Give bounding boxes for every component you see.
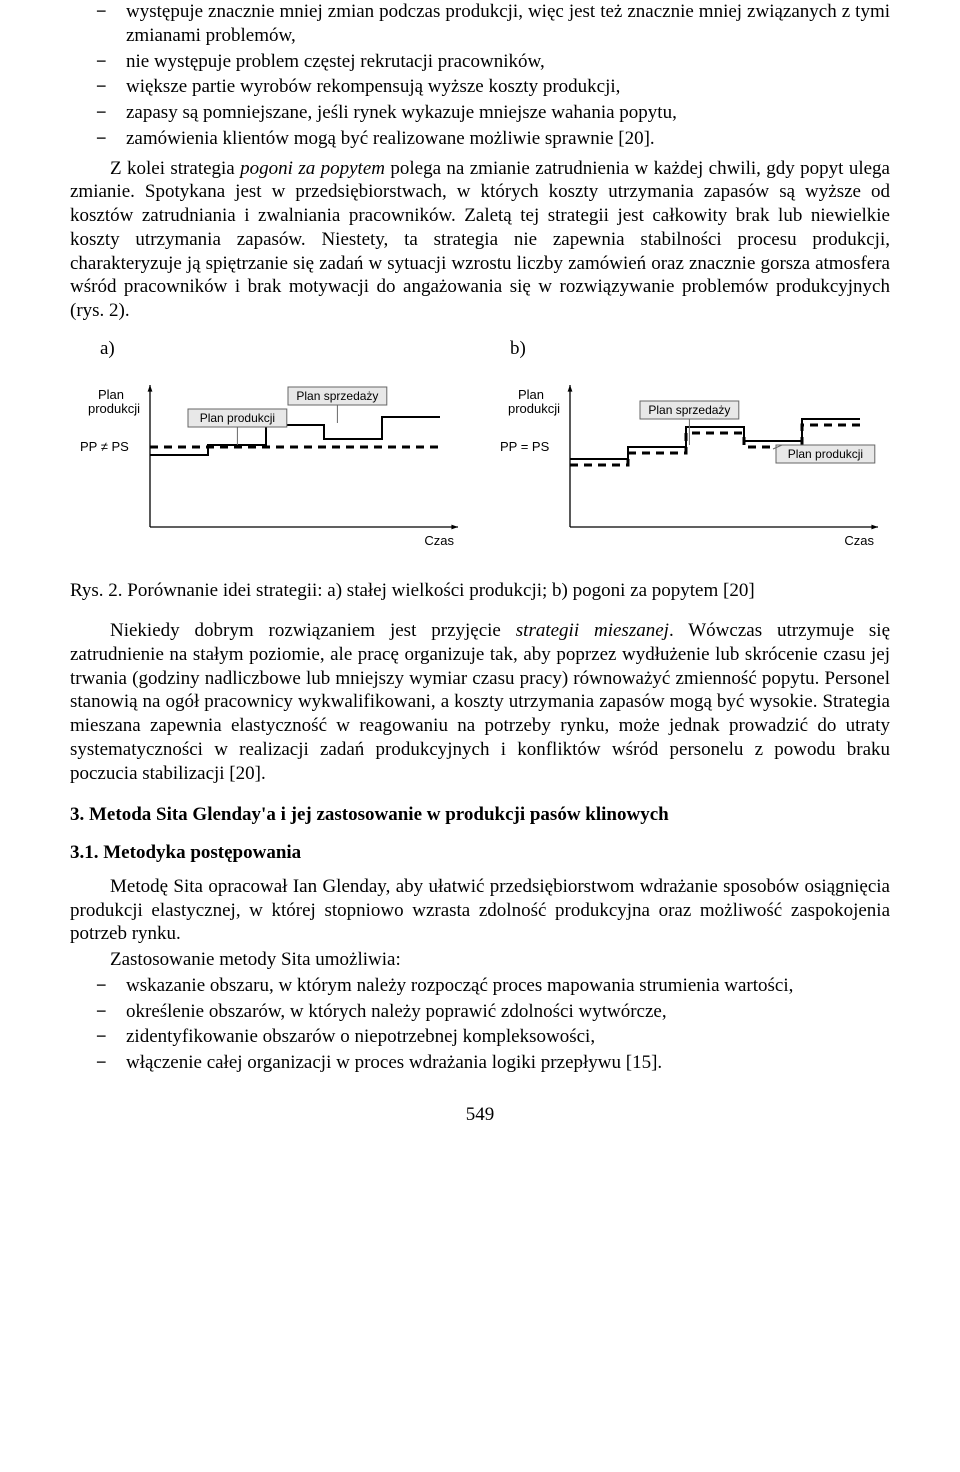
list-item-text: wskazanie obszaru, w którym należy rozpo…: [126, 974, 890, 998]
list-item-text: zamówienia klientów mogą być realizowane…: [126, 127, 890, 151]
italic-term: pogoni za popytem: [240, 158, 385, 179]
svg-text:produkcji: produkcji: [508, 401, 560, 416]
bullet-dash: −: [70, 1000, 126, 1024]
list-item: − włączenie całej organizacji w proces w…: [70, 1051, 890, 1075]
bullet-dash: −: [70, 127, 126, 151]
bullet-dash: −: [70, 0, 126, 48]
bullet-dash: −: [70, 101, 126, 125]
list-item-text: zapasy są pomniejszane, jeśli rynek wyka…: [126, 101, 890, 125]
text: Niekiedy dobrym rozwiązaniem jest przyję…: [110, 620, 516, 641]
bullet-dash: −: [70, 1025, 126, 1049]
svg-text:PP = PS: PP = PS: [500, 439, 550, 454]
svg-text:Plan sprzedaży: Plan sprzedaży: [296, 389, 378, 403]
list-item-text: włączenie całej organizacji w proces wdr…: [126, 1051, 890, 1075]
figure-caption: Rys. 2. Porównanie idei strategii: a) st…: [70, 579, 890, 603]
svg-text:produkcji: produkcji: [88, 401, 140, 416]
figure-2a: Planprodukcji PP ≠ PS Czas Plan produkcji Pl…: [70, 367, 470, 564]
list-item: − określenie obszarów, w których należy …: [70, 1000, 890, 1024]
list-item-text: większe partie wyrobów rekompensują wyżs…: [126, 75, 890, 99]
svg-text:PP ≠ PS: PP ≠ PS: [80, 439, 129, 454]
list-item-text: nie występuje problem częstej rekrutacji…: [126, 50, 890, 74]
figure-2b: Planprodukcji PP = PS Czas Plan sprzedaży Pl…: [490, 367, 890, 564]
svg-text:Plan produkcji: Plan produkcji: [200, 411, 275, 425]
bullet-dash: −: [70, 1051, 126, 1075]
bullet-dash: −: [70, 75, 126, 99]
paragraph-strategy-mixed: Niekiedy dobrym rozwiązaniem jest przyję…: [70, 619, 890, 785]
svg-text:Plan: Plan: [98, 387, 124, 402]
bullet-dash: −: [70, 974, 126, 998]
chart-svg-a: Planprodukcji PP ≠ PS Czas Plan produkcji Pl…: [70, 367, 470, 557]
paragraph-sita-intro: Metodę Sita opracował Ian Glenday, aby u…: [70, 875, 890, 946]
text: polega na zmianie zatrudnienia w każdej …: [70, 158, 890, 322]
chart-svg-b: Planprodukcji PP = PS Czas Plan sprzedaży Pl…: [490, 367, 890, 557]
svg-text:Czas: Czas: [424, 533, 454, 548]
svg-text:Plan sprzedaży: Plan sprzedaży: [648, 403, 730, 417]
list-item: − występuje znacznie mniej zmian podczas…: [70, 0, 890, 48]
list-item: − nie występuje problem częstej rekrutac…: [70, 50, 890, 74]
list-item: − zidentyfikowanie obszarów o niepotrzeb…: [70, 1025, 890, 1049]
italic-term: strategii mieszanej: [516, 620, 669, 641]
bullet-dash: −: [70, 50, 126, 74]
list-item: − wskazanie obszaru, w którym należy roz…: [70, 974, 890, 998]
figure-label-b: b): [480, 337, 890, 361]
figure-label-a: a): [70, 337, 480, 361]
figure-labels-row: a) b): [70, 337, 890, 361]
paragraph-sita-enables: Zastosowanie metody Sita umożliwia:: [70, 948, 890, 972]
list-item: − zapasy są pomniejszane, jeśli rynek wy…: [70, 101, 890, 125]
svg-text:Plan produkcji: Plan produkcji: [788, 447, 863, 461]
list-item-text: występuje znacznie mniej zmian podczas p…: [126, 0, 890, 48]
section-heading-3: 3. Metoda Sita Glenday'a i jej zastosowa…: [70, 803, 890, 827]
list-item: − większe partie wyrobów rekompensują wy…: [70, 75, 890, 99]
list-item-text: określenie obszarów, w których należy po…: [126, 1000, 890, 1024]
svg-text:Czas: Czas: [844, 533, 874, 548]
text: . Wówczas utrzymuje się zatrudnienie na …: [70, 620, 890, 784]
figure-2-wrapper: a) b) PlanprodukcjiPP ≠ PSCzasPlan produ…: [70, 337, 890, 564]
svg-text:Plan: Plan: [518, 387, 544, 402]
section-heading-3-1: 3.1. Metodyka postępowania: [70, 841, 890, 865]
top-bullet-list: − występuje znacznie mniej zmian podczas…: [70, 0, 890, 151]
text: Z kolei strategia: [110, 158, 240, 179]
page-number: 549: [70, 1103, 890, 1127]
bottom-bullet-list: − wskazanie obszaru, w którym należy roz…: [70, 974, 890, 1075]
list-item-text: zidentyfikowanie obszarów o niepotrzebne…: [126, 1025, 890, 1049]
paragraph-strategy-pogon: Z kolei strategia pogoni za popytem pole…: [70, 157, 890, 323]
list-item: − zamówienia klientów mogą być realizowa…: [70, 127, 890, 151]
